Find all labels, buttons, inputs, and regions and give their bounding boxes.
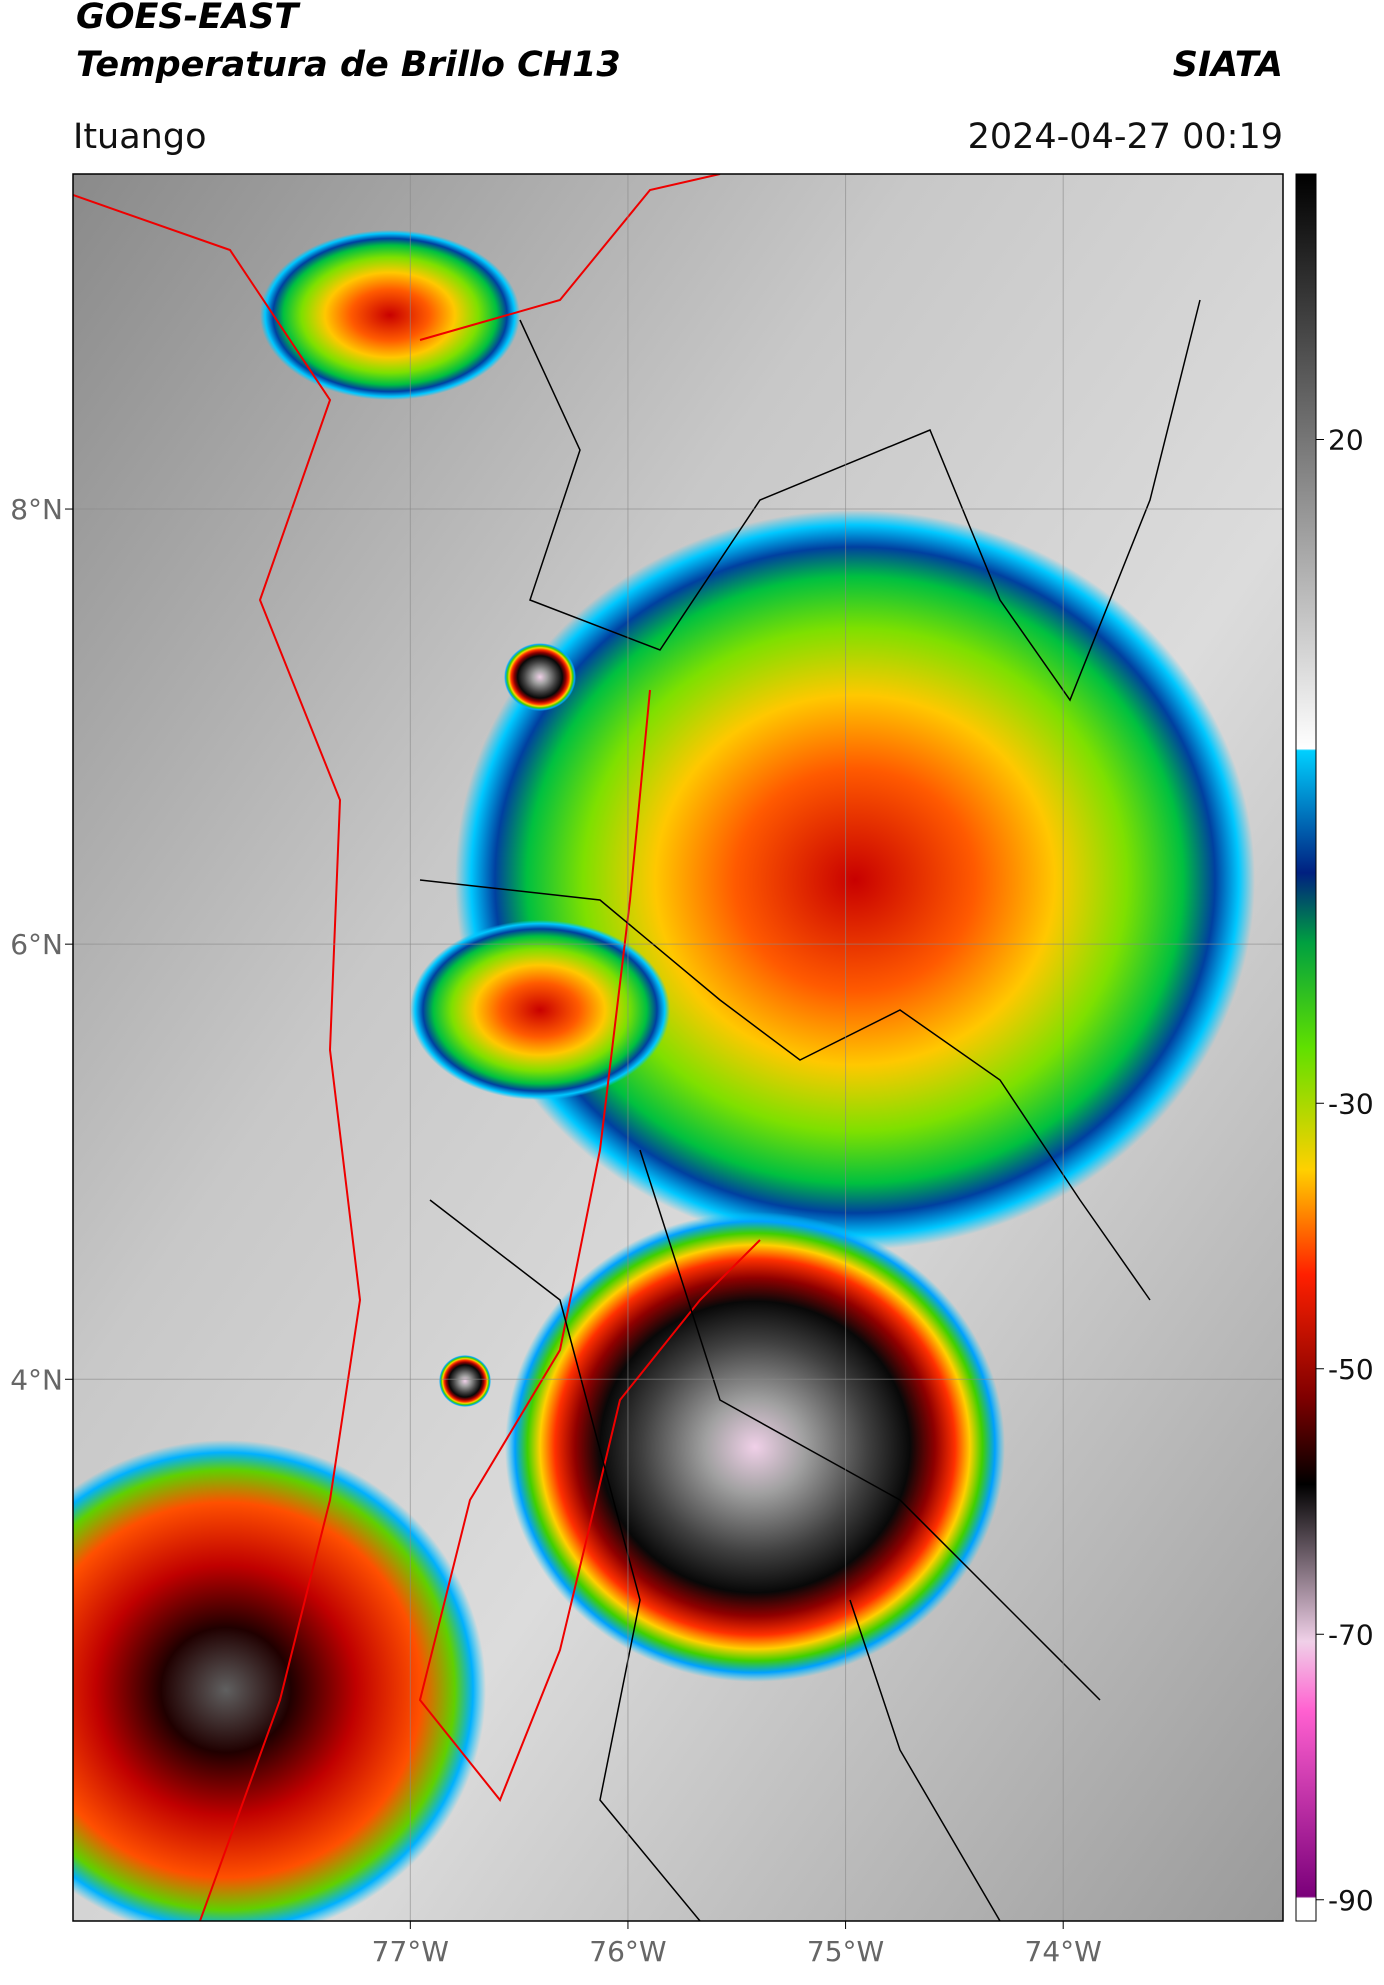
cloud-cluster <box>505 1212 1005 1682</box>
graticule <box>73 174 1283 1921</box>
cloud-cluster <box>73 1440 486 1921</box>
cloud-cluster <box>260 230 520 400</box>
cloud-cluster <box>410 920 670 1100</box>
colorbar-tick-label: -90 <box>1328 1884 1374 1917</box>
y-tick-label: 4°N <box>10 1363 63 1396</box>
colorbar-tick-label: -30 <box>1328 1087 1374 1120</box>
datetime: 2024-04-27 00:19 <box>968 117 1283 157</box>
colorbar-tick-label: 20 <box>1328 424 1364 457</box>
border <box>73 194 362 1921</box>
brand: SIATA <box>1173 45 1283 85</box>
y-tick-label: 8°N <box>10 493 63 526</box>
colorbar-tick-label: -70 <box>1328 1618 1374 1651</box>
cloud-cluster <box>504 643 576 711</box>
satellite-image <box>73 174 1283 1921</box>
x-tick-label: 77°W <box>372 1935 449 1968</box>
cloud-cluster <box>455 510 1255 1250</box>
y-tick-label: 6°N <box>10 928 63 961</box>
x-tick-label: 76°W <box>589 1935 666 1968</box>
title: GOES-EAST <box>76 0 301 37</box>
map-frame <box>72 173 1284 1922</box>
subtitle: Temperatura de Brillo CH13 <box>76 45 621 85</box>
colorbar-tick-label: -50 <box>1328 1353 1374 1386</box>
location: Ituango <box>73 117 207 157</box>
x-tick-label: 74°W <box>1025 1935 1102 1968</box>
x-tick-label: 75°W <box>807 1935 884 1968</box>
colorbar <box>1295 173 1317 1922</box>
cloud-cluster <box>439 1355 491 1407</box>
border <box>418 174 761 1802</box>
border <box>419 299 1201 1921</box>
